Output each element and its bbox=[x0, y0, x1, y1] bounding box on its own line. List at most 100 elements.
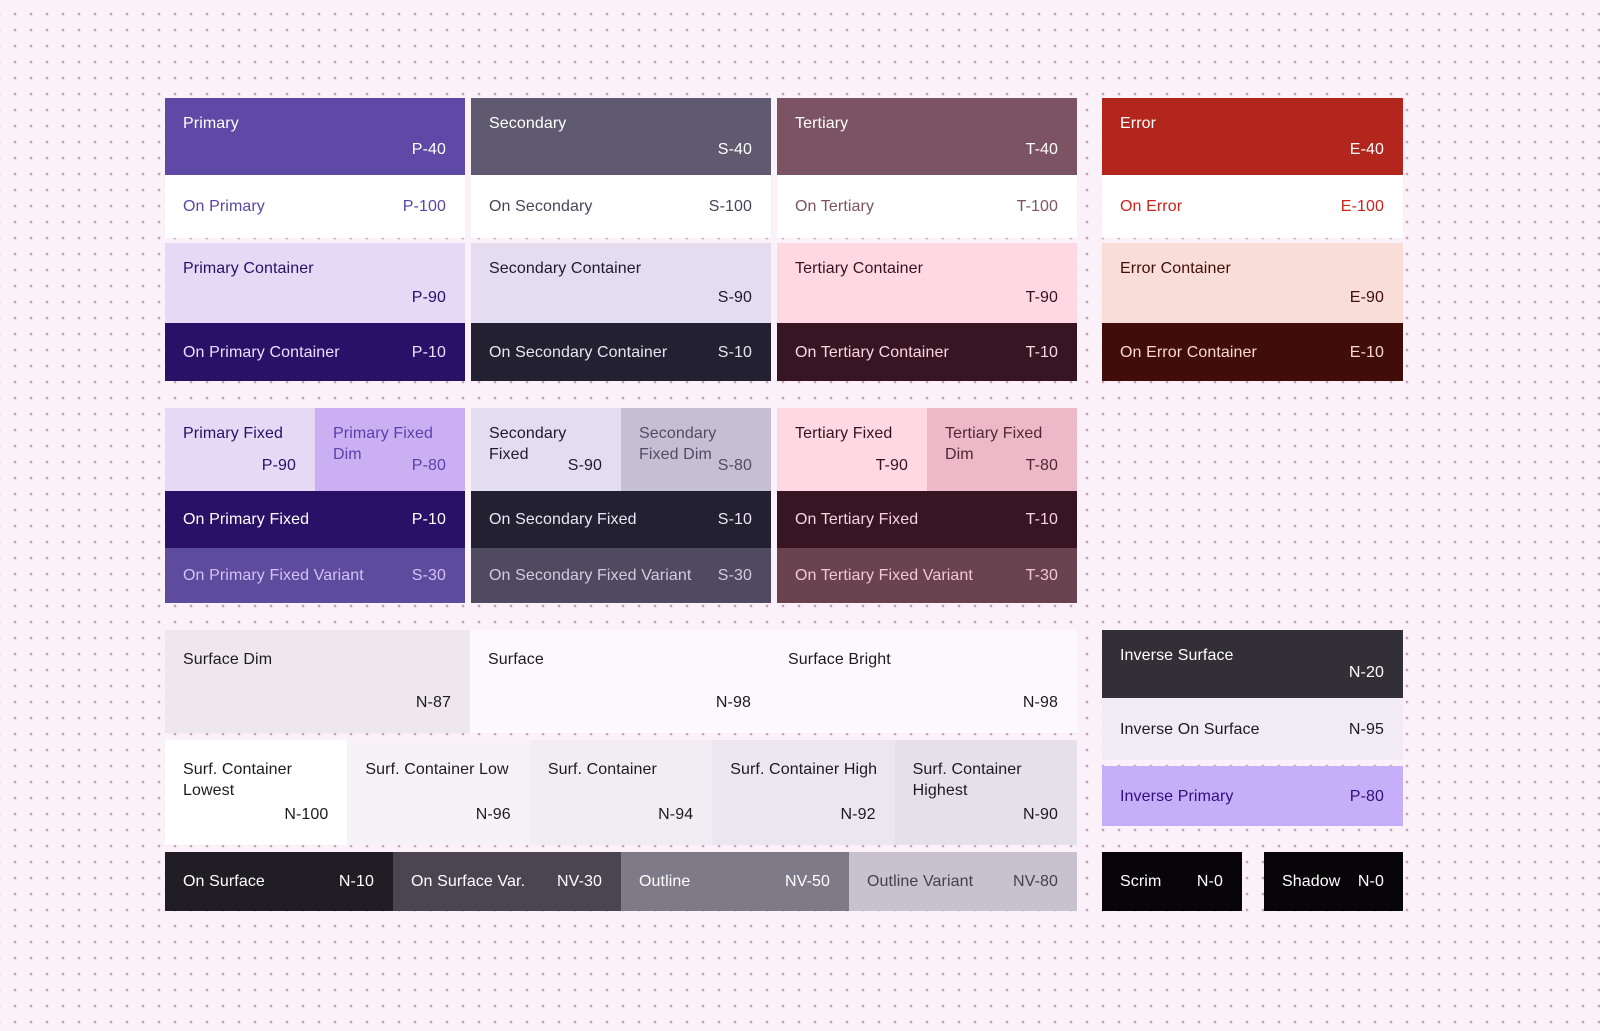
swatch-value: E-40 bbox=[1349, 141, 1384, 158]
swatch-on-surface-variant: On Surface Var. NV-30 bbox=[393, 852, 621, 911]
swatch-label: Secondary Fixed Dim bbox=[639, 425, 717, 463]
swatch-on-tertiary-fixed: On Tertiary Fixed T-10 bbox=[777, 491, 1077, 548]
swatch-label: Tertiary Fixed Dim bbox=[945, 425, 1043, 463]
swatch-tertiary-fixed-dim: Tertiary Fixed Dim T-80 bbox=[927, 408, 1077, 491]
swatch-value: T-30 bbox=[1025, 567, 1058, 584]
swatch-inverse-on-surface: Inverse On Surface N-95 bbox=[1102, 698, 1403, 760]
swatch-secondary-fixed-dim: Secondary Fixed Dim S-80 bbox=[621, 408, 771, 491]
tertiary-column: Tertiary T-40 On Tertiary T-100 Tertiary… bbox=[777, 98, 1077, 603]
swatch-inverse-surface: Inverse Surface N-20 bbox=[1102, 630, 1403, 698]
swatch-label: Tertiary bbox=[795, 115, 849, 132]
swatch-tertiary: Tertiary T-40 bbox=[777, 98, 1077, 175]
swatch-value: N-0 bbox=[1196, 873, 1223, 890]
swatch-surface-container-low: Surf. Container Low N-96 bbox=[347, 740, 530, 845]
swatch-value: S-80 bbox=[717, 457, 752, 474]
swatch-label: Surf. Container bbox=[547, 761, 657, 778]
swatch-primary: Primary P-40 bbox=[165, 98, 465, 175]
swatch-shadow: Shadow N-0 bbox=[1264, 852, 1403, 911]
swatch-value: N-98 bbox=[715, 694, 751, 711]
swatch-label: Inverse Primary bbox=[1120, 787, 1234, 805]
swatch-label: Surf. Container Low bbox=[365, 761, 509, 778]
swatch-surface: Surface N-98 bbox=[470, 630, 770, 733]
swatch-label: Surface Bright bbox=[788, 651, 891, 668]
swatch-value: S-100 bbox=[708, 198, 752, 215]
swatch-value: NV-30 bbox=[557, 873, 602, 890]
swatch-label: Surface Dim bbox=[183, 651, 273, 668]
swatch-value: S-90 bbox=[567, 457, 602, 474]
swatch-label: On Tertiary Fixed Variant bbox=[795, 567, 973, 584]
swatch-label: On Secondary Fixed Variant bbox=[489, 567, 692, 584]
swatch-label: On Error Container bbox=[1120, 343, 1257, 361]
swatch-value: P-40 bbox=[411, 141, 446, 158]
swatch-label: Tertiary Fixed bbox=[795, 425, 893, 442]
swatch-on-primary-fixed-variant: On Primary Fixed Variant S-30 bbox=[165, 548, 465, 603]
swatch-primary-container: Primary Container P-90 bbox=[165, 243, 465, 323]
swatch-value: NV-50 bbox=[785, 873, 830, 890]
swatch-label: Secondary Fixed bbox=[489, 425, 567, 463]
swatch-value: P-100 bbox=[402, 198, 446, 215]
swatch-value: S-40 bbox=[717, 141, 752, 158]
swatch-surface-bright: Surface Bright N-98 bbox=[770, 630, 1077, 733]
swatch-secondary: Secondary S-40 bbox=[471, 98, 771, 175]
swatch-value: P-90 bbox=[261, 457, 296, 474]
swatch-value: S-10 bbox=[717, 343, 752, 361]
swatch-on-tertiary: On Tertiary T-100 bbox=[777, 175, 1077, 238]
swatch-surface-container-high: Surf. Container High N-92 bbox=[712, 740, 895, 845]
swatch-secondary-fixed: Secondary Fixed S-90 bbox=[471, 408, 621, 491]
swatch-label: On Surface bbox=[183, 873, 265, 890]
swatch-label: Surface bbox=[488, 651, 544, 668]
swatch-on-primary-container: On Primary Container P-10 bbox=[165, 323, 465, 381]
error-column: Error E-40 On Error E-100 Error Containe… bbox=[1102, 98, 1403, 911]
swatch-surface-container-highest: Surf. Container Highest N-90 bbox=[894, 740, 1078, 845]
swatch-on-tertiary-container: On Tertiary Container T-10 bbox=[777, 323, 1077, 381]
swatch-value: NV-80 bbox=[1013, 873, 1058, 890]
swatch-value: P-80 bbox=[1349, 787, 1384, 805]
swatch-surface-dim: Surface Dim N-87 bbox=[165, 630, 470, 733]
swatch-on-tertiary-fixed-variant: On Tertiary Fixed Variant T-30 bbox=[777, 548, 1077, 603]
swatch-label: Outline Variant bbox=[867, 873, 974, 890]
swatch-surface-container: Surf. Container N-94 bbox=[529, 740, 713, 845]
surface-block: Surface Dim N-87 Surface N-98 Surface Br… bbox=[165, 630, 1078, 911]
swatch-on-surface: On Surface N-10 bbox=[165, 852, 393, 911]
swatch-label: On Secondary bbox=[489, 198, 593, 215]
swatch-on-secondary-container: On Secondary Container S-10 bbox=[471, 323, 771, 381]
swatch-value: T-10 bbox=[1025, 343, 1058, 361]
swatch-value: P-80 bbox=[411, 457, 446, 474]
swatch-value: S-10 bbox=[717, 511, 752, 528]
swatch-label: On Primary Container bbox=[183, 343, 340, 361]
swatch-value: T-10 bbox=[1025, 511, 1058, 528]
swatch-label: On Primary Fixed Variant bbox=[183, 567, 364, 584]
swatch-on-error-container: On Error Container E-10 bbox=[1102, 323, 1403, 381]
swatch-label: Surf. Container Highest bbox=[912, 761, 1022, 799]
swatch-on-secondary: On Secondary S-100 bbox=[471, 175, 771, 238]
swatch-on-secondary-fixed-variant: On Secondary Fixed Variant S-30 bbox=[471, 548, 771, 603]
swatch-value: T-40 bbox=[1025, 141, 1058, 158]
swatch-label: Inverse On Surface bbox=[1120, 720, 1260, 738]
swatch-primary-fixed-dim: Primary Fixed Dim P-80 bbox=[315, 408, 465, 491]
swatch-on-error: On Error E-100 bbox=[1102, 175, 1403, 238]
swatch-label: Primary Container bbox=[183, 260, 314, 277]
swatch-tertiary-container: Tertiary Container T-90 bbox=[777, 243, 1077, 323]
secondary-column: Secondary S-40 On Secondary S-100 Second… bbox=[471, 98, 771, 603]
swatch-value: P-90 bbox=[411, 289, 446, 306]
swatch-label: Inverse Surface bbox=[1120, 647, 1234, 664]
swatch-value: N-98 bbox=[1022, 694, 1058, 711]
swatch-primary-fixed: Primary Fixed P-90 bbox=[165, 408, 315, 491]
swatch-scrim: Scrim N-0 bbox=[1102, 852, 1242, 911]
swatch-value: P-10 bbox=[411, 511, 446, 528]
swatch-label: On Tertiary Container bbox=[795, 343, 949, 361]
swatch-value: N-95 bbox=[1348, 720, 1384, 738]
swatch-label: Tertiary Container bbox=[795, 260, 924, 277]
primary-column: Primary P-40 On Primary P-100 Primary Co… bbox=[165, 98, 465, 603]
swatch-value: N-92 bbox=[840, 806, 876, 823]
swatch-label: On Error bbox=[1120, 198, 1183, 215]
swatch-surface-container-lowest: Surf. Container Lowest N-100 bbox=[165, 740, 348, 845]
swatch-value: T-90 bbox=[1025, 289, 1058, 306]
swatch-value: N-87 bbox=[415, 694, 451, 711]
swatch-value: N-94 bbox=[658, 806, 694, 823]
swatch-error: Error E-40 bbox=[1102, 98, 1403, 175]
swatch-label: Outline bbox=[639, 873, 691, 890]
swatch-inverse-primary: Inverse Primary P-80 bbox=[1102, 766, 1403, 826]
swatch-label: Surf. Container High bbox=[730, 761, 878, 778]
